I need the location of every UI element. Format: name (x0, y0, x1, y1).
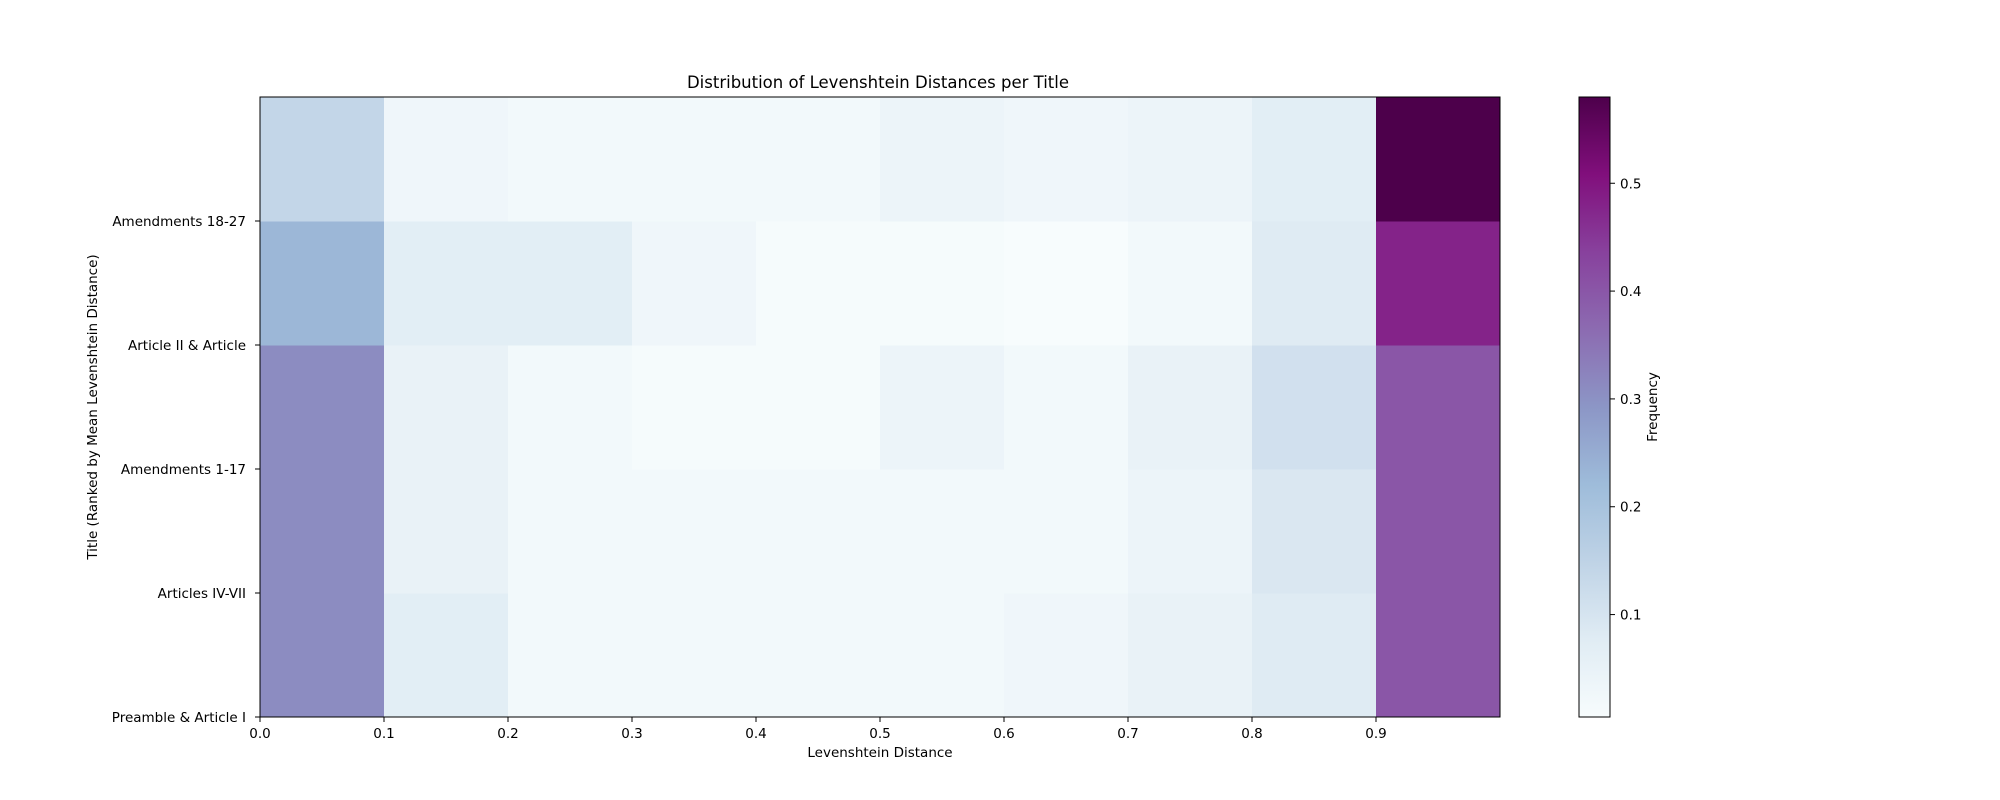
heatmap-cell (1004, 345, 1129, 470)
heatmap-cell (632, 593, 757, 718)
y-tick-label: Amendments 1-17 (121, 462, 246, 478)
heatmap-cell (880, 221, 1005, 346)
heatmap-cell (756, 221, 881, 346)
heatmap-cell (260, 469, 385, 594)
heatmap-cell (384, 345, 509, 470)
heatmap-cells (260, 97, 1501, 718)
heatmap-cell (880, 97, 1005, 222)
heatmap-cell (1004, 97, 1129, 222)
colorbar-label: Frequency (1645, 372, 1661, 442)
heatmap-cell (260, 97, 385, 222)
heatmap-cell (1252, 221, 1377, 346)
heatmap-cell (508, 469, 633, 594)
colorbar-tick-label: 0.5 (1620, 176, 1641, 192)
heatmap-cell (1252, 469, 1377, 594)
heatmap-cell (384, 97, 509, 222)
heatmap-cell (632, 97, 757, 222)
heatmap-cell (756, 469, 881, 594)
heatmap-cell (508, 593, 633, 718)
x-tick-label: 0.0 (249, 726, 270, 742)
y-axis-label: Title (Ranked by Mean Levenshtein Distan… (85, 254, 101, 560)
heatmap-cell (1376, 97, 1501, 222)
heatmap-cell (1004, 221, 1129, 346)
heatmap-cell (632, 221, 757, 346)
heatmap-cell (384, 593, 509, 718)
heatmap-cell (260, 593, 385, 718)
heatmap-cell (756, 345, 881, 470)
heatmap-cell (260, 221, 385, 346)
x-tick-label: 0.4 (745, 726, 766, 742)
x-tick-label: 0.1 (373, 726, 394, 742)
colorbar-tick-label: 0.2 (1620, 500, 1641, 516)
colorbar (1578, 96, 1611, 718)
x-tick-label: 0.6 (993, 726, 1014, 742)
heatmap-cell (1004, 593, 1129, 718)
heatmap-cell (1252, 97, 1377, 222)
colorbar-ticks: 0.1 0.2 0.3 0.4 0.5 (1610, 176, 1641, 624)
heatmap-cell (1128, 593, 1253, 718)
heatmap-cell (1128, 221, 1253, 346)
heatmap-cell (1128, 469, 1253, 594)
heatmap-cell (384, 469, 509, 594)
heatmap-cell (508, 345, 633, 470)
heatmap-cell (632, 345, 757, 470)
heatmap-cell (756, 593, 881, 718)
heatmap-cell (1252, 593, 1377, 718)
y-axis-ticks: Preamble & Article I Articles IV-VII Amend… (112, 214, 260, 726)
x-tick-label: 0.7 (1117, 726, 1138, 742)
y-tick-label: Article II & Article (128, 338, 246, 354)
heatmap-cell (1376, 469, 1501, 594)
heatmap-cell (260, 345, 385, 470)
heatmap-cell (384, 221, 509, 346)
colorbar-tick-label: 0.4 (1620, 284, 1641, 300)
heatmap-cell (756, 97, 881, 222)
x-axis-ticks: 0.0 0.1 0.2 0.3 0.4 0.5 0.6 0.7 0.8 0.9 (249, 717, 1387, 742)
heatmap-cell (1128, 345, 1253, 470)
heatmap-cell (1004, 469, 1129, 594)
x-tick-label: 0.8 (1241, 726, 1262, 742)
colorbar-tick-label: 0.1 (1620, 608, 1641, 624)
heatmap-cell (508, 97, 633, 222)
x-axis-label: Levenshtein Distance (807, 745, 952, 761)
y-tick-label: Amendments 18-27 (112, 214, 246, 230)
chart-title: Distribution of Levenshtein Distances pe… (687, 73, 1069, 92)
heatmap-cell (1376, 593, 1501, 718)
x-tick-label: 0.3 (621, 726, 642, 742)
heatmap-cell (880, 345, 1005, 470)
y-tick-label: Preamble & Article I (112, 710, 246, 726)
heatmap-cell (508, 221, 633, 346)
colorbar-tick-label: 0.3 (1620, 392, 1641, 408)
y-tick-label: Articles IV-VII (158, 586, 246, 602)
heatmap-cell (1128, 97, 1253, 222)
x-tick-label: 0.2 (497, 726, 518, 742)
x-tick-label: 0.5 (869, 726, 890, 742)
heatmap-cell (1376, 345, 1501, 470)
heatmap-cell (1376, 221, 1501, 346)
heatmap-cell (632, 469, 757, 594)
heatmap-cell (1252, 345, 1377, 470)
heatmap-cell (880, 469, 1005, 594)
x-tick-label: 0.9 (1365, 726, 1386, 742)
heatmap-cell (880, 593, 1005, 718)
